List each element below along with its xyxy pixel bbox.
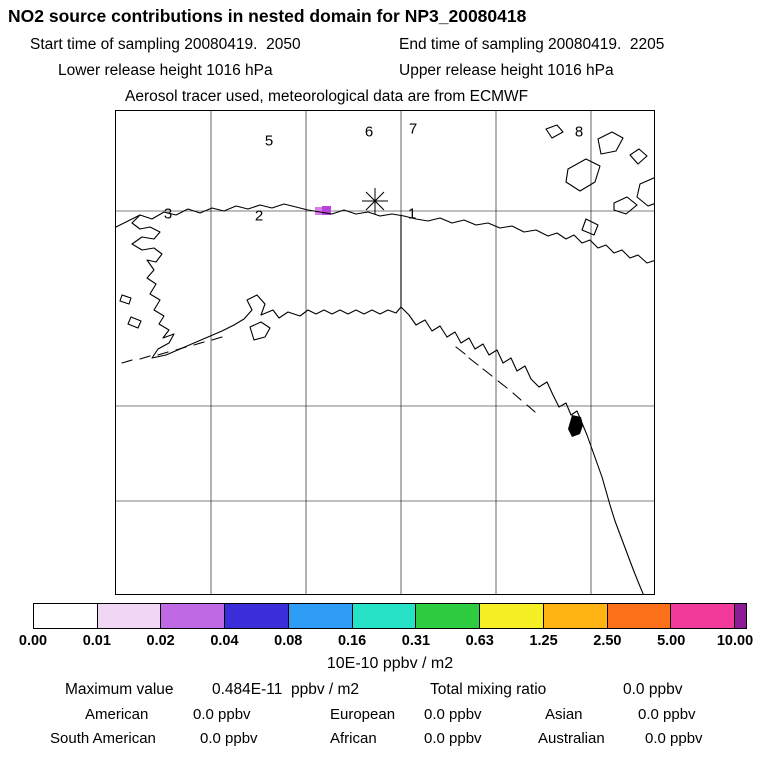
region-asian-label: Asian — [545, 706, 583, 723]
colorbar-tick-label: 0.08 — [274, 633, 303, 649]
arctic-archipelago — [545, 124, 654, 236]
colorbar-tick-label: 0.63 — [465, 633, 494, 649]
colorbar-segment — [160, 604, 225, 628]
colorbar-segment — [606, 604, 671, 628]
alaska-pacific-coastline — [131, 214, 644, 594]
colorbar-segment — [670, 604, 735, 628]
maximum-value: 0.484E-11 ppbv / m2 — [212, 681, 360, 698]
arctic-coastline — [116, 203, 654, 264]
tracer-note-label: Aerosol tracer used, meteorological data… — [125, 88, 529, 105]
colorbar-segment — [479, 604, 543, 628]
region-australian-label: Australian — [538, 730, 605, 747]
region-african-value: 0.0 ppbv — [424, 730, 482, 747]
colorbar-segment — [224, 604, 288, 628]
colorbar-segment — [351, 604, 416, 628]
release-point-label: 8 — [574, 123, 584, 141]
region-european-value: 0.0 ppbv — [424, 706, 482, 723]
colorbar-segment — [542, 604, 607, 628]
region-european-label: European — [330, 706, 396, 723]
release-point-label: 7 — [408, 120, 418, 138]
end-time-label: End time of sampling 20080419. 2205 — [399, 36, 665, 53]
colorbar-bar — [33, 603, 747, 629]
release-point-label: 5 — [264, 132, 274, 150]
start-time-label: Start time of sampling 20080419. 2050 — [30, 36, 301, 53]
colorbar-tick-label: 10.00 — [716, 633, 754, 649]
bering-sea-islands — [119, 294, 142, 329]
region-asian-value: 0.0 ppbv — [638, 706, 696, 723]
colorbar-unit-label: 10E-10 ppbv / m2 — [326, 655, 454, 672]
total-mixing-ratio-label: Total mixing ratio — [430, 681, 547, 698]
aleutian-islands — [121, 336, 223, 364]
colorbar-tick-label: 2.50 — [593, 633, 622, 649]
sampling-star-marker — [362, 188, 388, 214]
region-south-american-label: South American — [50, 730, 156, 747]
kodiak-island — [249, 321, 271, 341]
maximum-value-label: Maximum value — [65, 681, 174, 698]
region-american-label: American — [85, 706, 149, 723]
colorbar-segment — [34, 604, 97, 628]
colorbar-ticks: 0.00 0.01 0.02 0.04 0.08 0.16 0.31 0.63 1.25 2.50… — [19, 633, 753, 651]
colorbar-tick-label: 0.04 — [210, 633, 239, 649]
map-release-labels: 1 2 3 5 6 7 8 — [116, 111, 654, 594]
colorbar-tick-label: 0.02 — [146, 633, 175, 649]
colorbar-segment — [734, 604, 747, 628]
map-canvas — [116, 111, 654, 594]
coastlines — [116, 124, 654, 594]
dark-island-blob — [568, 415, 583, 437]
upper-release-label: Upper release height 1016 hPa — [399, 62, 614, 79]
region-african-label: African — [330, 730, 377, 747]
colorbar-segment — [96, 604, 161, 628]
lower-release-label: Lower release height 1016 hPa — [58, 62, 273, 79]
colorbar-tick-label: 0.01 — [82, 633, 111, 649]
region-australian-value: 0.0 ppbv — [645, 730, 703, 747]
total-mixing-ratio-value: 0.0 ppbv — [623, 681, 683, 698]
release-point-label: 3 — [163, 205, 173, 223]
plume-pixels — [315, 206, 331, 215]
colorbar-segment — [415, 604, 480, 628]
region-american-value: 0.0 ppbv — [193, 706, 251, 723]
release-point-label: 2 — [254, 207, 264, 225]
colorbar-tick-label: 0.16 — [337, 633, 367, 649]
colorbar-tick-label: 0.31 — [401, 633, 431, 649]
region-south-american-value: 0.0 ppbv — [200, 730, 258, 747]
colorbar-tick-label: 0.00 — [18, 633, 48, 649]
release-point-label: 6 — [364, 123, 374, 141]
colorbar-tick-label: 1.25 — [529, 633, 558, 649]
map-panel: 1 2 3 5 6 7 8 — [115, 110, 655, 595]
page-title: NO2 source contributions in nested domai… — [8, 6, 527, 26]
southeast-islands — [455, 346, 536, 413]
colorbar-segment — [287, 604, 352, 628]
colorbar-tick-label: 5.00 — [657, 633, 686, 649]
release-point-label: 1 — [407, 205, 417, 223]
